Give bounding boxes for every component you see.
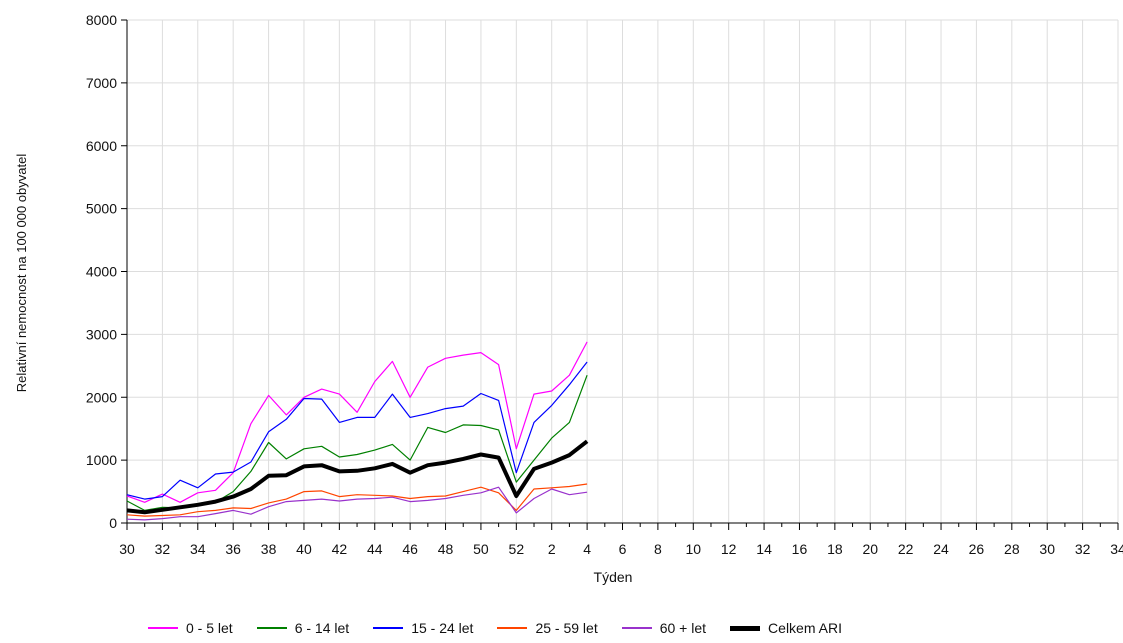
x-tick-label: 4 [583,541,591,557]
y-tick-label: 5000 [86,201,117,217]
y-tick-label: 6000 [86,138,117,154]
x-tick-label: 12 [721,541,737,557]
series-line-celkem-ari [126,439,589,515]
legend-label: 60 + let [659,620,707,636]
legend-label: 6 - 14 let [294,620,350,636]
legend-swatch [148,627,178,629]
legend-item: 6 - 14 let [256,620,350,636]
legend-label: Celkem ARI [768,620,842,636]
legend-item: Celkem ARI [730,620,842,636]
x-tick-label: 26 [969,541,985,557]
y-axis-title: Relativní nemocnost na 100 000 obyvatel [14,154,29,393]
x-tick-label: 28 [1004,541,1020,557]
legend-item: 60 + let [621,620,707,636]
legend-swatch [621,627,652,629]
legend: 0 - 5 let 6 - 14 let 15 - 24 let 25 - 59 le… [148,618,866,638]
legend-label: 15 - 24 let [411,620,474,636]
legend-swatch [373,627,404,629]
x-tick-label: 24 [933,541,949,557]
x-tick-label: 34 [1110,541,1123,557]
x-tick-label: 18 [827,541,843,557]
legend-swatch [256,627,287,629]
x-tick-label: 22 [898,541,914,557]
series-line-60-let [126,486,588,521]
y-tick-label: 8000 [86,12,117,28]
y-tick-label: 1000 [86,452,117,468]
axes [126,20,1118,524]
y-tick-label: 4000 [86,264,117,280]
x-tick-label: 38 [261,541,277,557]
x-tick-label: 42 [332,541,348,557]
legend-swatch [730,625,761,631]
x-tick-label: 16 [792,541,808,557]
legend-item: 0 - 5 let [148,620,233,636]
x-tick-label: 40 [296,541,312,557]
grid-lines [127,19,1119,523]
x-tick-label: 34 [190,541,206,557]
y-tick-label: 3000 [86,326,117,342]
x-tick-label: 30 [1039,541,1055,557]
x-axis-title: Týden [594,569,633,585]
x-tick-label: 2 [548,541,556,557]
x-tick-label: 32 [155,541,171,557]
legend-label: 0 - 5 let [186,620,233,636]
series-line-15-24-let [126,361,588,500]
x-tick-label: 44 [367,541,383,557]
x-tick-label: 10 [685,541,701,557]
x-tick-label: 50 [473,541,489,557]
y-tick-label: 7000 [86,75,117,91]
x-tick-label: 20 [862,541,878,557]
y-tick-label: 2000 [86,389,117,405]
x-tick-label: 8 [654,541,662,557]
legend-item: 15 - 24 let [373,620,473,636]
x-tick-label: 32 [1075,541,1091,557]
series-lines [126,341,589,521]
x-tick-label: 14 [756,541,772,557]
y-tick-label: 0 [109,515,117,531]
legend-item: 25 - 59 let [497,620,598,636]
x-tick-label: 48 [438,541,454,557]
series-line-0-5-let [126,341,588,503]
x-tick-label: 46 [402,541,418,557]
x-axis-ticks: 30 32 34 36 38 40 42 44 46 48 50 52 2 4 6 8 10 12 14 16 18 20… [119,523,1123,557]
y-axis-ticks: 0 1000 2000 3000 4000 5000 6000 7000 8000 [86,12,127,531]
legend-swatch [497,627,528,629]
legend-label: 25 - 59 let [535,620,598,636]
x-tick-label: 52 [509,541,525,557]
x-tick-label: 30 [119,541,135,557]
x-tick-label: 6 [619,541,627,557]
x-tick-label: 36 [225,541,241,557]
